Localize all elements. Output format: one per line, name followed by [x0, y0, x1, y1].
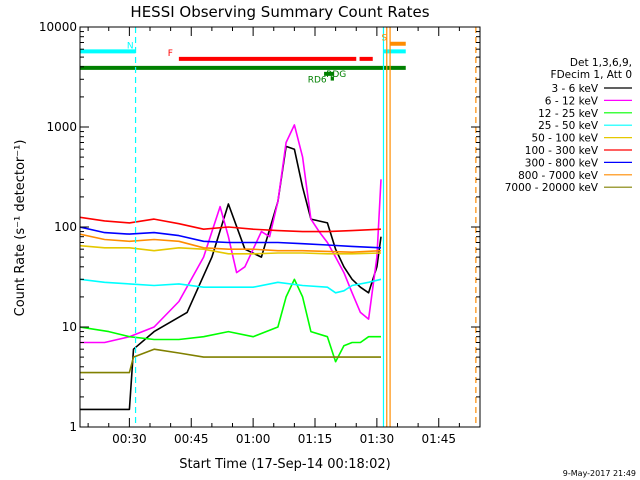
series-line-6: [80, 216, 382, 233]
series-line-8: [80, 233, 382, 253]
x-tick-label: 01:30: [360, 432, 395, 446]
chart-title: HESSI Observing Summary Count Rates: [130, 3, 429, 21]
x-tick-label: 01:45: [421, 432, 456, 446]
x-tick-label: 00:30: [112, 432, 147, 446]
footer-timestamp: 9-May-2017 21:49: [563, 469, 636, 478]
y-tick-label: 1: [69, 420, 77, 434]
plot-inner: [80, 27, 477, 427]
legend-label-9: 7000 - 20000 keV: [505, 182, 599, 194]
x-tick-label: 01:15: [298, 432, 333, 446]
y-tick-label: 100: [54, 220, 77, 234]
y-tick-label: 10000: [39, 20, 77, 34]
y-axis-label: Count Rate (s⁻¹ detector⁻¹): [13, 140, 28, 317]
series-line-2: [80, 124, 382, 344]
flag-label-n: N: [127, 41, 134, 51]
series-line-9: [80, 348, 381, 374]
x-tick-label: 00:45: [174, 432, 209, 446]
y-tick-label: 10: [62, 320, 77, 334]
x-tick-label: 01:00: [236, 432, 271, 446]
flag-label-rd6: RD6: [308, 76, 327, 86]
series-line-5: [80, 244, 382, 255]
series-line-7: [80, 226, 382, 249]
series-line-1: [80, 145, 382, 411]
y-tick-label: 1000: [46, 120, 77, 134]
legend-label-7: 300 - 800 keV: [525, 157, 599, 169]
legend-label-8: 800 - 7000 keV: [518, 170, 599, 182]
legend-label-5: 50 - 100 keV: [531, 133, 598, 145]
legend-label-2: 6 - 12 keV: [545, 95, 599, 107]
legend-header-2: FDecim 1, Att 0: [551, 69, 632, 81]
flag-label-rdg: RDG: [326, 70, 346, 80]
flag-label-s: S: [381, 34, 387, 44]
legend-label-1: 3 - 6 keV: [551, 83, 598, 95]
x-axis-label: Start Time (17-Sep-14 00:18:02): [179, 457, 390, 472]
series-line-3: [80, 278, 381, 363]
legend-header-1: Det 1,3,6,9,: [570, 57, 632, 69]
flag-label-f: F: [168, 49, 173, 59]
legend-label-3: 12 - 25 keV: [538, 108, 599, 120]
series-line-4: [80, 278, 382, 294]
legend-label-4: 25 - 50 keV: [538, 120, 599, 132]
legend-label-6: 100 - 300 keV: [525, 145, 599, 157]
